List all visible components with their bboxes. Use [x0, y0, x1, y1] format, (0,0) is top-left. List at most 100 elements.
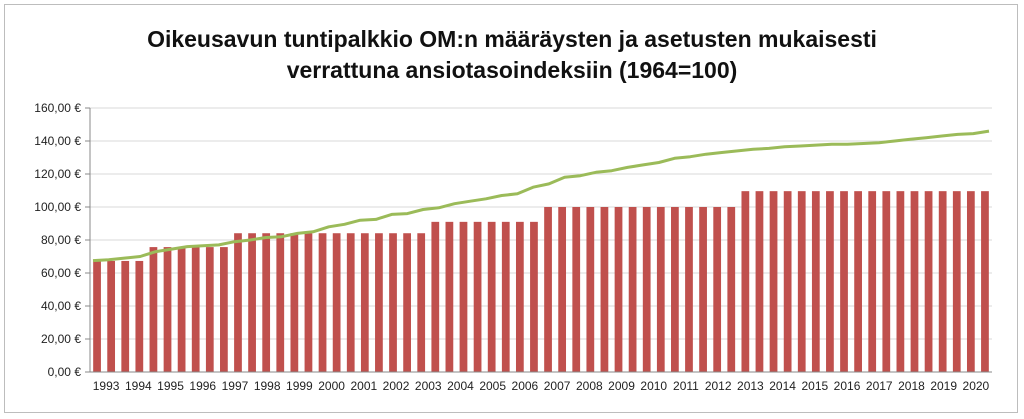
x-tick-label: 2001: [350, 379, 377, 393]
x-tick-label: 1993: [93, 379, 120, 393]
bar: [727, 207, 736, 372]
bar: [445, 221, 454, 372]
bar: [797, 191, 806, 372]
bar: [501, 221, 510, 372]
bar: [360, 233, 369, 372]
bar: [177, 247, 186, 372]
bar: [882, 191, 891, 372]
x-tick-label: 2004: [447, 379, 474, 393]
y-axis-ticks: 0,00 € 20,00 € 40,00 € 60,00 € 80,00 € 100,00…: [34, 101, 90, 379]
bar: [389, 233, 397, 372]
x-tick-label: 2020: [963, 379, 990, 393]
bar: [135, 260, 144, 372]
x-tick-label: 1995: [157, 379, 184, 393]
bar-series: [93, 191, 989, 372]
bar: [459, 221, 468, 372]
y-tick-label: 60,00 €: [41, 266, 81, 280]
bar: [332, 233, 341, 372]
bar: [346, 233, 355, 372]
y-tick-label: 80,00 €: [41, 233, 81, 247]
chart-title-line2: verrattuna ansiotasoindeksiin (1964=100): [286, 57, 738, 83]
x-tick-label: 2012: [705, 379, 732, 393]
y-tick-label: 0,00 €: [48, 365, 82, 379]
bar: [403, 233, 411, 372]
bar: [642, 207, 651, 372]
x-tick-label: 2011: [673, 379, 699, 393]
bar: [417, 233, 426, 372]
bar: [826, 191, 834, 372]
y-tick-label: 160,00 €: [34, 101, 81, 115]
bar: [614, 207, 623, 372]
bar: [656, 207, 665, 372]
x-tick-label: 2010: [640, 379, 667, 393]
line-series: [92, 129, 990, 263]
x-tick-label: 2003: [415, 379, 442, 393]
bar: [811, 191, 820, 372]
y-tick-label: 20,00 €: [41, 332, 81, 346]
bar: [868, 191, 877, 372]
x-axis: 1993 1994 1995 1996 1997 1998 1999 2000 2001 2002…: [89, 108, 992, 393]
x-tick-label: 2014: [769, 379, 796, 393]
x-tick-label: 2017: [866, 379, 893, 393]
bar: [713, 207, 722, 372]
bar: [854, 191, 862, 372]
bar: [107, 260, 116, 372]
x-tick-label: 2006: [512, 379, 539, 393]
chart-frame: [4, 4, 1018, 413]
bar: [741, 191, 750, 372]
x-tick-label: 1999: [286, 379, 313, 393]
x-tick-label: 2016: [834, 379, 861, 393]
bar: [952, 191, 961, 372]
bar: [530, 221, 538, 372]
x-tick-label: 2002: [383, 379, 410, 393]
chart-title: Oikeusavun tuntipalkkio OM:n määräysten …: [0, 24, 1024, 86]
chart-title-line1: Oikeusavun tuntipalkkio OM:n määräysten …: [147, 26, 877, 52]
bar: [191, 247, 200, 372]
bar: [234, 233, 242, 372]
bar: [93, 260, 101, 372]
bar: [276, 233, 285, 372]
bar: [924, 191, 933, 372]
bar: [586, 207, 595, 372]
x-tick-label: 2018: [898, 379, 925, 393]
bar: [558, 207, 567, 372]
bar: [572, 207, 581, 372]
x-tick-label: 2013: [737, 379, 764, 393]
bar: [290, 233, 299, 372]
bar: [262, 233, 271, 372]
bar: [149, 247, 158, 372]
bar: [840, 191, 848, 372]
x-tick-label: 2015: [801, 379, 828, 393]
bar: [938, 191, 947, 372]
x-tick-label: 2019: [930, 379, 957, 393]
bar: [755, 191, 764, 372]
x-tick-label: 1998: [254, 379, 281, 393]
x-tick-label: 2007: [544, 379, 571, 393]
bar: [515, 221, 524, 372]
bar: [966, 191, 975, 372]
bar: [600, 207, 609, 372]
bar: [544, 207, 552, 372]
bar: [473, 221, 482, 372]
x-tick-label: 2000: [318, 379, 345, 393]
x-tick-label: 1997: [222, 379, 249, 393]
bar: [981, 191, 989, 372]
y-tick-label: 40,00 €: [41, 299, 81, 313]
x-tick-label: 1994: [125, 379, 152, 393]
bar: [163, 247, 172, 372]
y-tick-label: 100,00 €: [34, 200, 81, 214]
bar: [375, 233, 383, 372]
bar: [121, 260, 130, 372]
y-tick-label: 140,00 €: [34, 134, 81, 148]
bar: [685, 207, 693, 372]
bar: [783, 191, 792, 372]
bar: [248, 233, 256, 372]
bar: [220, 247, 228, 372]
bar: [431, 221, 440, 372]
index-line: [92, 129, 990, 263]
bar: [671, 207, 679, 372]
bar: [896, 191, 905, 372]
bar: [769, 191, 778, 372]
bar: [318, 233, 327, 372]
